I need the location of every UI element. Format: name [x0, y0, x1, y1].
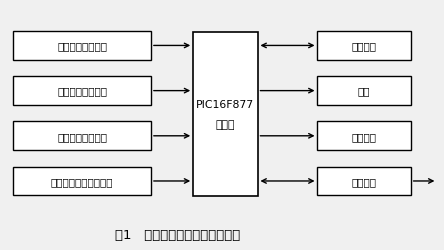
Text: 显示: 显示: [358, 86, 370, 96]
Text: PIC16F877: PIC16F877: [196, 100, 254, 109]
Text: 图1   集成式复合传感器硬件框图: 图1 集成式复合传感器硬件框图: [115, 228, 240, 241]
Bar: [317, 122, 411, 150]
Text: 甲烷一次转换电路: 甲烷一次转换电路: [57, 41, 107, 51]
Bar: [317, 77, 411, 106]
Text: 单片机: 单片机: [216, 120, 235, 129]
Text: 温度一次转换电路: 温度一次转换电路: [57, 131, 107, 141]
Text: 人机对话: 人机对话: [352, 41, 377, 51]
Bar: [193, 32, 258, 196]
Text: 通信接口: 通信接口: [352, 176, 377, 186]
Text: 风速一次转换电路: 风速一次转换电路: [57, 86, 107, 96]
Bar: [13, 77, 151, 106]
Bar: [317, 32, 411, 60]
Bar: [13, 122, 151, 150]
Text: 一氧化碳一次转换电路: 一氧化碳一次转换电路: [51, 176, 113, 186]
Bar: [13, 167, 151, 196]
Bar: [13, 32, 151, 60]
Text: 声光报警: 声光报警: [352, 131, 377, 141]
Bar: [317, 167, 411, 196]
